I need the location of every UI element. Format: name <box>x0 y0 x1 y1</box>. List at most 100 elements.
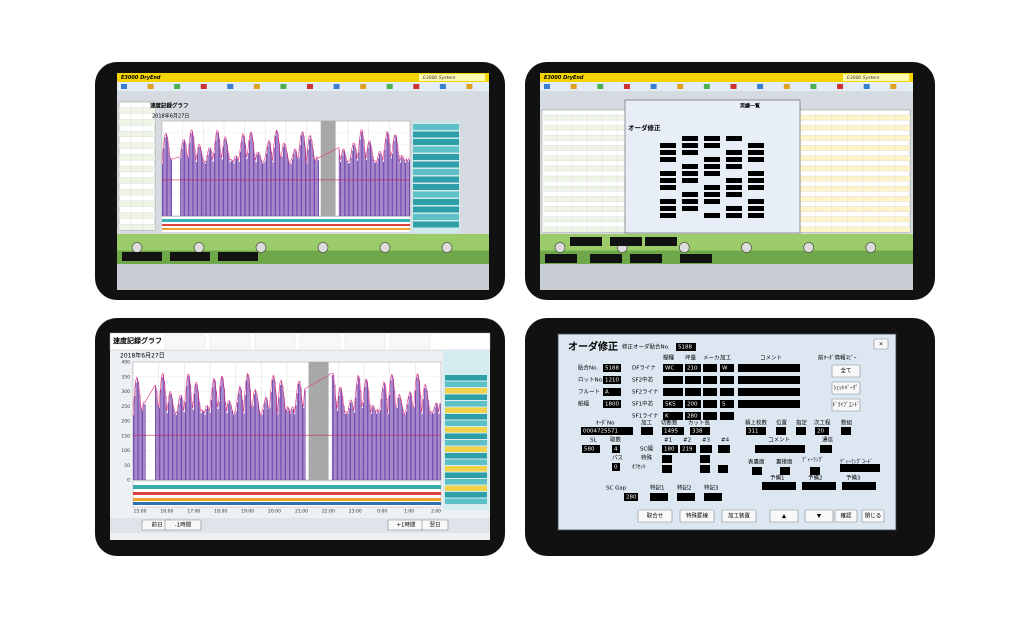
menu-icon <box>837 84 844 89</box>
trace-bar <box>432 412 433 480</box>
trace-bar <box>335 401 337 480</box>
trace-bar <box>430 413 432 480</box>
menu-icon <box>783 84 790 89</box>
trace-bar <box>386 398 388 480</box>
trace-bar <box>439 403 441 480</box>
label: ﾃﾞｨｰﾗﾝｸﾞｺｰﾄﾞ <box>840 459 873 466</box>
x-axis-label: 18:00 <box>214 509 227 515</box>
value-box <box>746 427 766 435</box>
trace-bar <box>409 159 410 216</box>
counter-box <box>630 254 662 263</box>
trace-bar <box>406 160 408 216</box>
menu-icon <box>200 84 207 89</box>
sidebar-item <box>413 139 459 145</box>
sidebar-item <box>413 161 459 168</box>
brand-box <box>419 74 485 81</box>
button <box>873 338 889 350</box>
strip <box>162 228 410 230</box>
menu-icon <box>890 84 897 89</box>
trace-bar <box>390 158 392 216</box>
trace-bar <box>358 152 360 216</box>
trace-bar <box>195 384 197 480</box>
value-box <box>726 178 742 183</box>
table-row <box>800 186 910 192</box>
value: A <box>605 390 609 396</box>
trace-bar <box>210 147 211 216</box>
trace-bar <box>400 399 402 480</box>
roll <box>679 242 690 253</box>
trace-bar <box>376 162 378 216</box>
trace-bar <box>391 374 393 480</box>
value: 338 <box>692 429 703 435</box>
trace-bar <box>224 388 225 480</box>
value-box <box>660 199 676 204</box>
x-axis-label: 20:00 <box>268 509 281 515</box>
trace-bar <box>297 158 299 216</box>
field-label: 次工程 <box>814 419 831 427</box>
trace-bar <box>270 391 272 480</box>
trace-bar <box>171 159 172 216</box>
trace-bar <box>230 404 232 480</box>
button-label: 翌日 <box>429 522 440 529</box>
sidebar-item <box>445 498 487 504</box>
trace-bar <box>259 154 261 216</box>
trace-bar <box>139 394 141 480</box>
trace-bar <box>318 160 319 216</box>
note-label: 特記1 <box>650 484 665 492</box>
strip <box>162 219 410 222</box>
value-box <box>612 463 620 471</box>
trace-bar <box>220 385 221 480</box>
y-axis-label: 400 <box>121 360 130 366</box>
trace-bar <box>264 160 266 216</box>
button-label: × <box>879 342 884 348</box>
trace-bar <box>185 401 186 480</box>
trace-bar <box>247 373 249 480</box>
counter-box <box>170 252 210 261</box>
value: 280 <box>626 495 637 501</box>
value-box <box>752 467 762 475</box>
trace-bar <box>404 415 406 480</box>
trace-bar <box>380 409 381 480</box>
menu-icon <box>413 84 420 89</box>
field-label: フルート <box>578 389 600 396</box>
value-box <box>682 143 698 148</box>
field-label: 貼合No. <box>578 364 598 372</box>
field-label: 指定 <box>796 419 808 427</box>
trace-bar <box>409 392 411 480</box>
trace-bar <box>257 401 259 480</box>
button <box>861 509 885 523</box>
table-row <box>800 165 910 171</box>
counter-box <box>218 252 258 261</box>
trace-bar <box>162 374 164 480</box>
value-box <box>650 493 668 501</box>
section-title: 前ｵｰﾀﾞ情報ｺﾋﾟｰ <box>818 354 857 362</box>
value-box <box>676 343 696 351</box>
header-cell <box>389 334 431 349</box>
trace-bar <box>341 389 342 480</box>
trace-bar <box>343 405 345 480</box>
value: 1495 <box>664 429 678 435</box>
value-box <box>748 206 764 211</box>
trace-bar <box>282 146 284 216</box>
trace-bar <box>211 399 212 480</box>
button <box>637 509 673 523</box>
trace-bar <box>262 163 263 216</box>
trace-bar <box>246 158 248 216</box>
trace-bar <box>181 149 183 216</box>
trace-bar <box>251 134 253 216</box>
column-header: 糊種 <box>663 354 675 362</box>
trace-bar <box>245 144 247 216</box>
trace-bar <box>385 138 387 216</box>
trace-bar <box>201 411 203 480</box>
trace-bar <box>177 411 179 480</box>
value-box <box>660 171 676 176</box>
sidebar-item <box>413 199 459 205</box>
x-axis-label: 16:00 <box>160 509 173 515</box>
field-label: ロットNo. <box>578 378 604 384</box>
strip <box>133 492 441 495</box>
label: 特殊 <box>641 454 653 462</box>
trace-bar <box>239 387 241 480</box>
label: コメント <box>768 437 790 444</box>
roll <box>554 242 566 253</box>
value-box <box>641 427 653 435</box>
